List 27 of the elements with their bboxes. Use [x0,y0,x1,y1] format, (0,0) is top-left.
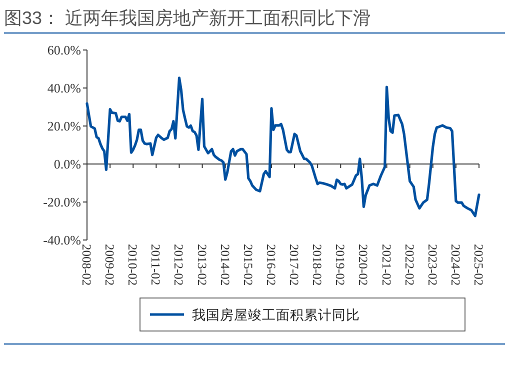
x-tick-label: 2018-02 [310,244,324,286]
x-tick-label: 2010-02 [126,244,140,286]
x-tick-label: 2019-02 [333,244,348,286]
x-tick-label: 2014-02 [218,244,232,286]
y-tick-label: 40.0% [47,80,82,96]
y-tick-label: 60.0% [47,42,82,58]
y-tick-label: -20.0% [43,194,82,210]
y-tick-label: 20.0% [47,118,82,134]
x-tick-label: 2024-02 [448,244,462,286]
x-tick-label: 2023-02 [425,244,440,286]
chart-title: 图33： 近两年我国房地产新开工面积同比下滑 [4,8,372,28]
legend-label: 我国房屋竣工面积累计同比 [192,308,360,322]
x-tick-label: 2013-02 [194,244,209,286]
x-tick-label: 2017-02 [287,244,302,286]
x-tick-label: 2020-02 [356,244,370,286]
x-tick-label: 2025-02 [472,244,486,286]
x-tick-label: 2015-02 [240,244,255,286]
y-tick-label: -40.0% [43,232,82,248]
x-tick-label: 2021-02 [379,244,394,286]
x-tick-label: 2011-02 [148,244,163,286]
x-tick-label: 2009-02 [102,244,117,286]
x-tick-label: 2008-02 [80,244,94,286]
x-tick-label: 2022-02 [402,244,416,286]
x-tick-label: 2016-02 [264,244,278,286]
x-tick-label: 2012-02 [172,244,186,286]
line-series [86,76,480,218]
y-tick-label: 0.0% [54,156,82,172]
